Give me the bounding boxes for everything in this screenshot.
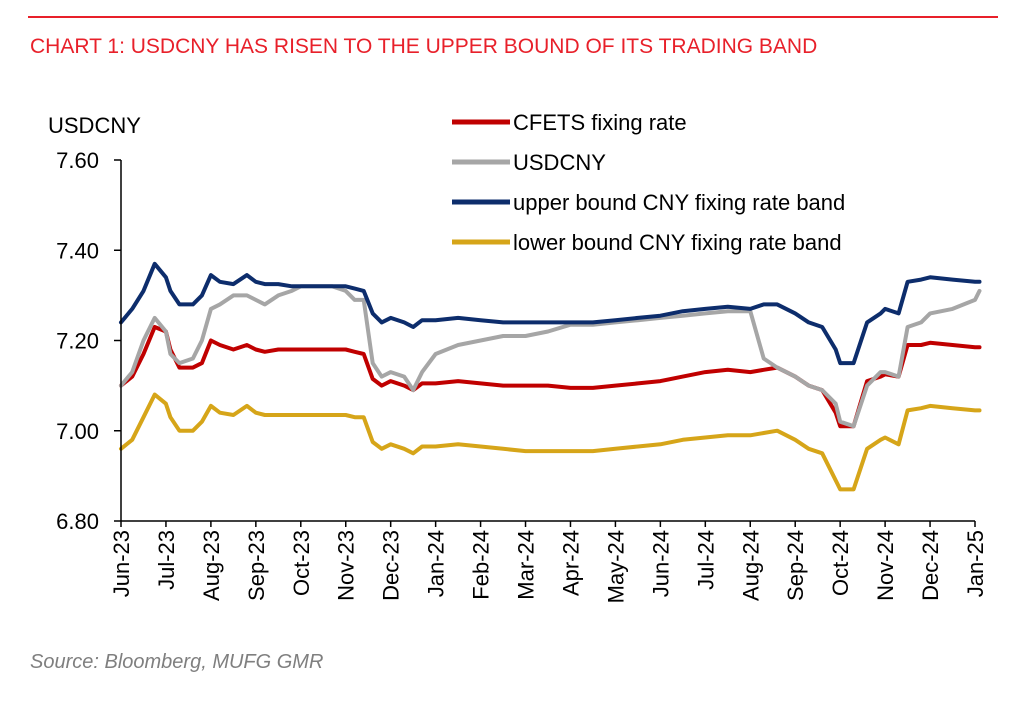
x-tick-label: Sep-24 <box>783 530 808 601</box>
y-axis-ticks: 7.60 7.40 7.20 7.00 6.80 <box>56 148 121 534</box>
x-tick-label: Sep-23 <box>244 530 269 601</box>
y-axis-label: USDCNY <box>48 113 141 138</box>
y-tick-label: 7.60 <box>56 148 99 173</box>
legend-label: CFETS fixing rate <box>513 110 687 135</box>
y-tick-label: 7.00 <box>56 419 99 444</box>
source-note: Source: Bloomberg, MUFG GMR <box>30 651 324 673</box>
x-tick-label: Apr-24 <box>558 530 583 596</box>
x-tick-label: Nov-24 <box>873 530 898 601</box>
x-tick-label: Jun-23 <box>109 530 134 597</box>
series-line-3 <box>119 392 982 492</box>
x-tick-label: Mar-24 <box>514 530 539 600</box>
series-line-2 <box>119 261 982 366</box>
x-tick-label: Nov-23 <box>334 530 359 601</box>
y-tick-label: 7.20 <box>56 329 99 354</box>
legend-label: USDCNY <box>513 150 606 175</box>
x-tick-label: Dec-24 <box>918 530 943 601</box>
x-tick-label: Aug-23 <box>199 530 224 601</box>
x-tick-label: Jul-24 <box>693 530 718 590</box>
series-lines <box>119 261 982 492</box>
x-axis-ticks: Jun-23 Jul-23 Aug-23 Sep-23 Oct-23 Nov-23 Dec-… <box>109 521 988 603</box>
legend: CFETS fixing rate USDCNY upper bound CNY f… <box>452 110 845 255</box>
y-tick-label: 6.80 <box>56 509 99 534</box>
x-tick-label: Jan-25 <box>963 530 988 597</box>
x-tick-label: Feb-24 <box>469 530 494 600</box>
series-line-0 <box>119 325 982 429</box>
x-tick-label: Aug-24 <box>738 530 763 601</box>
legend-label: lower bound CNY fixing rate band <box>513 230 842 255</box>
x-tick-label: Dec-23 <box>379 530 404 601</box>
series-line-1 <box>119 284 982 429</box>
x-tick-label: May-24 <box>603 530 628 603</box>
chart-title: CHART 1: USDCNY HAS RISEN TO THE UPPER B… <box>30 35 818 58</box>
y-tick-label: 7.40 <box>56 238 99 263</box>
x-tick-label: Oct-24 <box>828 530 853 596</box>
legend-label: upper bound CNY fixing rate band <box>513 190 845 215</box>
x-tick-label: Jan-24 <box>424 530 449 597</box>
x-tick-label: Jun-24 <box>648 530 673 597</box>
title-rule <box>28 16 998 18</box>
x-tick-label: Jul-23 <box>154 530 179 590</box>
x-tick-label: Oct-23 <box>289 530 314 596</box>
